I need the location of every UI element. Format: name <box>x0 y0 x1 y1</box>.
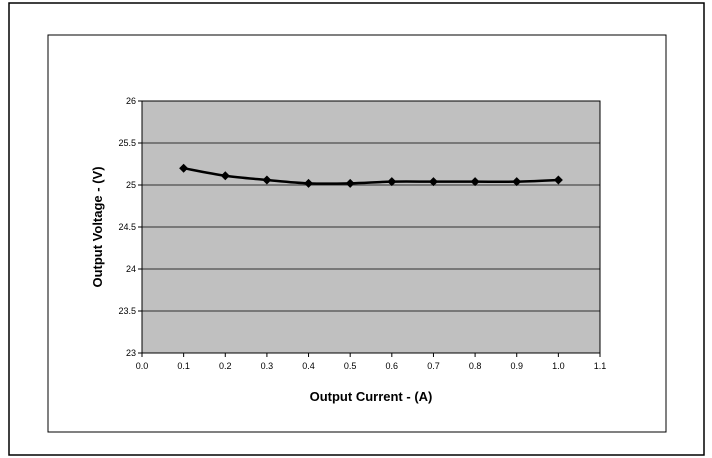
y-axis-title: Output Voltage - (V) <box>90 166 105 287</box>
data-point-marker <box>179 163 189 173</box>
data-point-marker <box>387 177 397 187</box>
x-tick-label: 0.9 <box>510 361 523 371</box>
data-point-marker <box>428 177 438 187</box>
data-point-marker <box>304 178 314 188</box>
y-tick-label: 23.5 <box>118 306 136 316</box>
gridlines <box>142 100 600 312</box>
y-axis-ticks: 23 23.5 24 24.5 25 25.5 26 <box>118 96 142 358</box>
x-tick-label: 0.7 <box>427 361 440 371</box>
y-tick-label: 24.5 <box>118 222 136 232</box>
y-tick-label: 24 <box>126 264 136 274</box>
x-tick-label: 1.1 <box>594 361 607 371</box>
x-tick-label: 0.6 <box>386 361 399 371</box>
x-tick-label: 0.2 <box>219 361 232 371</box>
data-point-marker <box>345 178 355 188</box>
x-tick-label: 0.1 <box>177 361 190 371</box>
data-point-marker <box>470 177 480 187</box>
y-tick-label: 23 <box>126 348 136 358</box>
data-point-marker <box>220 171 230 181</box>
x-tick-label: 0.3 <box>261 361 274 371</box>
x-tick-label: 1.0 <box>552 361 565 371</box>
data-point-marker <box>512 177 522 187</box>
y-tick-label: 25 <box>126 180 136 190</box>
series-line <box>183 166 559 185</box>
x-tick-label: 0.5 <box>344 361 357 371</box>
x-tick-label: 0.4 <box>302 361 315 371</box>
data-point-marker <box>262 175 272 185</box>
y-tick-label: 26 <box>126 96 136 106</box>
x-tick-label: 0.8 <box>469 361 482 371</box>
data-point-marker <box>553 175 563 185</box>
series-voltage <box>179 163 563 188</box>
x-tick-label: 0.0 <box>136 361 149 371</box>
x-axis-title: Output Current - (A) <box>310 389 433 404</box>
x-axis-ticks: 0.0 0.1 0.2 0.3 0.4 0.5 0.6 0.7 0.8 0.9 1.0 1.1 <box>136 353 607 371</box>
y-tick-label: 25.5 <box>118 138 136 148</box>
